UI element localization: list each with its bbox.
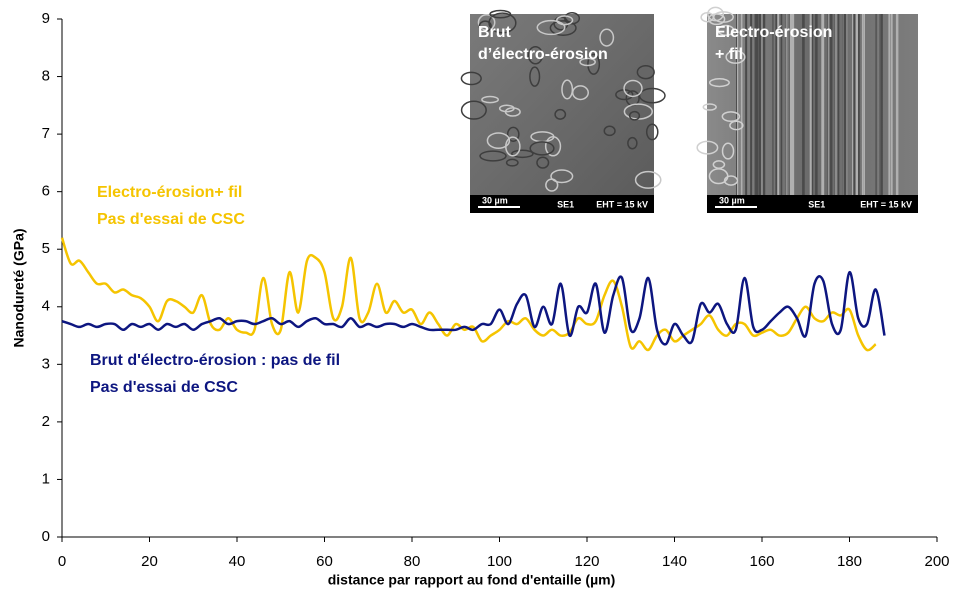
texture xyxy=(460,71,482,86)
y-tick-label: 5 xyxy=(42,240,50,257)
inset-title: d’électro-érosion xyxy=(478,46,608,63)
legend-note: Pas d'essai de CSC xyxy=(90,379,238,396)
legend-entry: Electro-érosion+ fil xyxy=(97,184,242,201)
texture xyxy=(725,50,746,64)
x-tick-label: 120 xyxy=(574,553,599,570)
texture xyxy=(486,132,511,149)
texture xyxy=(721,142,735,160)
texture xyxy=(717,24,735,37)
texture xyxy=(723,175,739,186)
texture xyxy=(603,125,616,137)
texture xyxy=(700,12,715,23)
scale-label: 30 µm xyxy=(482,195,508,205)
x-tick-label: 60 xyxy=(316,553,333,570)
inset-caption-bar xyxy=(707,195,918,213)
texture xyxy=(544,135,562,157)
texture xyxy=(708,78,730,88)
legend-entry: Brut d'électro-érosion : pas de fil xyxy=(90,352,340,369)
texture xyxy=(634,170,662,189)
x-tick-label: 0 xyxy=(58,553,66,570)
texture xyxy=(549,20,577,36)
scale-label: 30 µm xyxy=(719,195,745,205)
inset-title: Electro-érosion xyxy=(715,24,832,41)
texture xyxy=(561,79,574,100)
x-axis-title: distance par rapport au fond d'entaille … xyxy=(328,572,616,588)
eht-label: EHT = 15 kV xyxy=(596,199,648,209)
texture xyxy=(505,158,519,167)
texture xyxy=(628,110,641,121)
texture xyxy=(478,20,492,33)
texture xyxy=(599,28,615,47)
x-tick-label: 200 xyxy=(924,553,949,570)
texture xyxy=(696,140,719,155)
texture xyxy=(729,120,744,131)
texture xyxy=(554,108,567,120)
inset-image: Electro-érosion + fil 30 µm SE1 EHT = 15 kV xyxy=(696,6,918,213)
texture xyxy=(636,64,655,80)
y-axis-title: Nanodureté (GPa) xyxy=(11,228,27,347)
texture xyxy=(489,9,512,19)
texture xyxy=(556,15,574,26)
texture xyxy=(712,160,726,169)
x-tick-label: 40 xyxy=(229,553,246,570)
texture xyxy=(721,111,741,123)
texture xyxy=(527,45,544,65)
x-tick-label: 180 xyxy=(837,553,862,570)
detector-label: SE1 xyxy=(808,199,825,209)
y-tick-label: 3 xyxy=(42,355,50,372)
x-tick-label: 160 xyxy=(749,553,774,570)
texture xyxy=(506,126,520,142)
texture xyxy=(536,19,566,36)
texture xyxy=(511,149,534,159)
y-tick-label: 8 xyxy=(42,68,50,85)
y-tick-label: 2 xyxy=(42,413,50,430)
texture xyxy=(550,169,574,184)
texture xyxy=(587,53,601,75)
texture xyxy=(579,57,596,67)
texture xyxy=(645,123,659,141)
texture xyxy=(627,136,638,150)
texture xyxy=(529,141,555,156)
data-line xyxy=(60,237,877,352)
texture xyxy=(481,95,499,104)
y-tick-label: 0 xyxy=(42,528,50,545)
y-tick-label: 9 xyxy=(42,10,50,27)
x-tick-label: 140 xyxy=(662,553,687,570)
legend-note: Pas d'essai de CSC xyxy=(97,211,245,228)
y-tick-label: 7 xyxy=(42,125,50,142)
texture xyxy=(505,136,521,157)
inset-title: Brut xyxy=(478,24,512,41)
x-tick-label: 20 xyxy=(141,553,158,570)
texture xyxy=(536,156,550,169)
texture xyxy=(702,103,717,111)
data-line xyxy=(61,270,886,346)
inset-caption-bar xyxy=(470,195,654,213)
texture xyxy=(498,104,515,113)
y-tick-label: 6 xyxy=(42,183,50,200)
y-tick-label: 4 xyxy=(42,298,50,315)
x-tick-label: 80 xyxy=(404,553,421,570)
texture xyxy=(477,14,496,32)
texture xyxy=(638,87,666,104)
inset-title: + fil xyxy=(715,46,743,63)
inset-background xyxy=(470,14,654,213)
eht-label: EHT = 15 kV xyxy=(860,199,912,209)
y-tick-label: 1 xyxy=(42,470,50,487)
texture xyxy=(479,150,507,162)
texture xyxy=(529,66,541,87)
texture xyxy=(623,79,643,98)
detector-label: SE1 xyxy=(557,199,574,209)
texture xyxy=(460,100,487,120)
inset-image: Brut d’électro-érosion 30 µm SE1 EHT = 15 kV xyxy=(460,9,666,213)
x-tick-label: 100 xyxy=(487,553,512,570)
